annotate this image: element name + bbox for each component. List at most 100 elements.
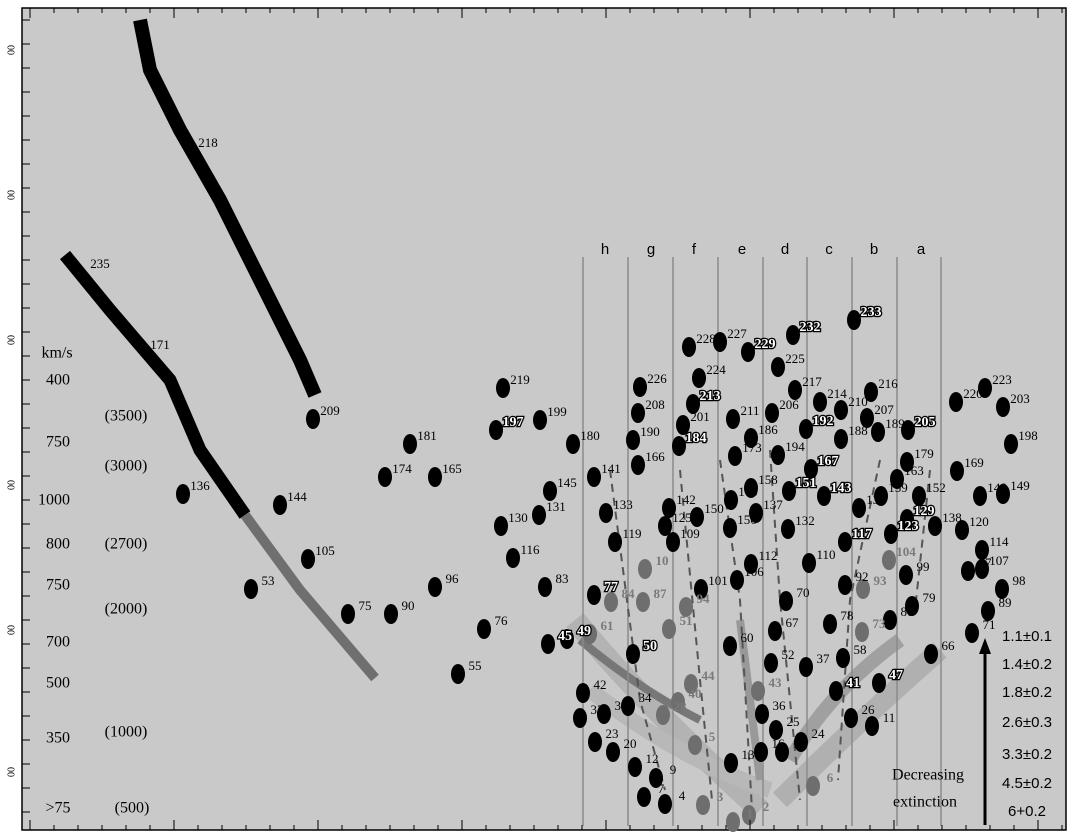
figure: 000000000000hgfedcbakm/s400(3500)750(300… — [0, 0, 1069, 840]
cloud-label: 201 — [690, 409, 710, 424]
cloud-label: 209 — [320, 403, 340, 418]
clump — [844, 708, 858, 728]
cloud-label: 47 — [889, 668, 903, 683]
column-letter: c — [825, 241, 833, 258]
clump — [730, 570, 744, 590]
axis-label: 00 — [6, 480, 17, 490]
cloud-label: 19 — [793, 736, 806, 751]
cloud-label: 219 — [510, 372, 530, 387]
velocity-label: >75 — [45, 800, 70, 817]
clump — [573, 708, 587, 728]
clump — [656, 705, 670, 725]
clump — [996, 397, 1010, 417]
clump — [871, 422, 885, 442]
clump — [636, 592, 650, 612]
cloud-label: 223 — [992, 372, 1012, 387]
cloud-label: 184 — [686, 431, 707, 446]
cloud-label: 194 — [785, 439, 805, 454]
cloud-label: 138 — [942, 510, 962, 525]
clump — [696, 795, 710, 815]
clump — [829, 681, 843, 701]
clump — [781, 519, 795, 539]
clump — [779, 591, 793, 611]
cloud-label: 137 — [763, 497, 783, 512]
cloud-label: 13 — [742, 747, 755, 762]
extinction-label: 3.3±0.2 — [1002, 746, 1052, 763]
extinction-label: 1.8±0.2 — [1002, 684, 1052, 701]
clump — [658, 794, 672, 814]
cloud-label: 38 — [615, 698, 628, 713]
velocity-label: (500) — [115, 800, 150, 817]
cloud-label: 190 — [640, 424, 660, 439]
clump — [768, 621, 782, 641]
cloud-label: 92 — [856, 569, 869, 584]
cloud-label: 116 — [520, 542, 540, 557]
clump — [306, 409, 320, 429]
cloud-label: 217 — [802, 374, 822, 389]
cloud-label: 197 — [503, 415, 524, 430]
clump — [724, 490, 738, 510]
cloud-label: 93 — [874, 573, 888, 588]
clump — [751, 681, 765, 701]
extinction-label: 1.1±0.1 — [1002, 628, 1052, 645]
cloud-label: 58 — [854, 642, 867, 657]
clump — [692, 368, 706, 388]
clump — [965, 623, 979, 643]
cloud-label: 71 — [983, 617, 996, 632]
column-letter: d — [781, 241, 789, 258]
clump — [587, 467, 601, 487]
clump — [973, 486, 987, 506]
cloud-label: 50 — [643, 639, 657, 654]
clump — [496, 378, 510, 398]
clump — [855, 622, 869, 642]
clump — [872, 673, 886, 693]
cloud-label: 106 — [744, 564, 764, 579]
cloud-label: 151 — [796, 476, 817, 491]
clump — [672, 436, 686, 456]
cloud-label: 166 — [645, 449, 665, 464]
axis-label: 00 — [6, 335, 17, 345]
clump — [588, 732, 602, 752]
extinction-label: 1.4±0.2 — [1002, 656, 1052, 673]
cloud-label: 120 — [969, 514, 989, 529]
cloud-label: 208 — [645, 397, 665, 412]
cloud-label: 89 — [999, 595, 1012, 610]
cloud-label: 171 — [150, 337, 170, 352]
cloud-label: 192 — [813, 414, 834, 429]
cloud-label: 24 — [812, 726, 826, 741]
clump — [576, 683, 590, 703]
cloud-label: 158 — [758, 472, 778, 487]
extinction-label: 2.6±0.3 — [1002, 714, 1052, 731]
cloud-label: 163 — [904, 463, 924, 478]
cloud-label: 165 — [442, 461, 462, 476]
cloud-label: 131 — [546, 499, 566, 514]
cloud-label: 105 — [315, 543, 335, 558]
clump — [726, 409, 740, 429]
column-letter: a — [917, 241, 926, 258]
cloud-label: 159 — [888, 480, 908, 495]
cloud-label: 87 — [654, 586, 668, 601]
axis-label: 00 — [6, 625, 17, 635]
cloud-label: 226 — [647, 371, 667, 386]
cloud-label: 107 — [989, 553, 1009, 568]
clump — [666, 532, 680, 552]
clump — [834, 429, 848, 449]
clump — [477, 619, 491, 639]
clump — [924, 644, 938, 664]
clump — [950, 461, 964, 481]
cloud-label: 37 — [817, 651, 831, 666]
clump — [723, 518, 737, 538]
clump — [723, 636, 737, 656]
extinction-label: 6+0.2 — [1008, 803, 1046, 820]
clump — [802, 553, 816, 573]
cloud-label: 142 — [676, 492, 696, 507]
clump — [782, 481, 796, 501]
cloud-label: 186 — [758, 422, 778, 437]
clump — [836, 648, 850, 668]
clump — [451, 664, 465, 684]
velocity-label: 350 — [46, 730, 70, 747]
cloud-label: 28 — [674, 699, 688, 714]
cloud-label: 205 — [915, 415, 936, 430]
cloud-label: 7 — [658, 781, 665, 796]
cloud-label: 173 — [742, 440, 762, 455]
